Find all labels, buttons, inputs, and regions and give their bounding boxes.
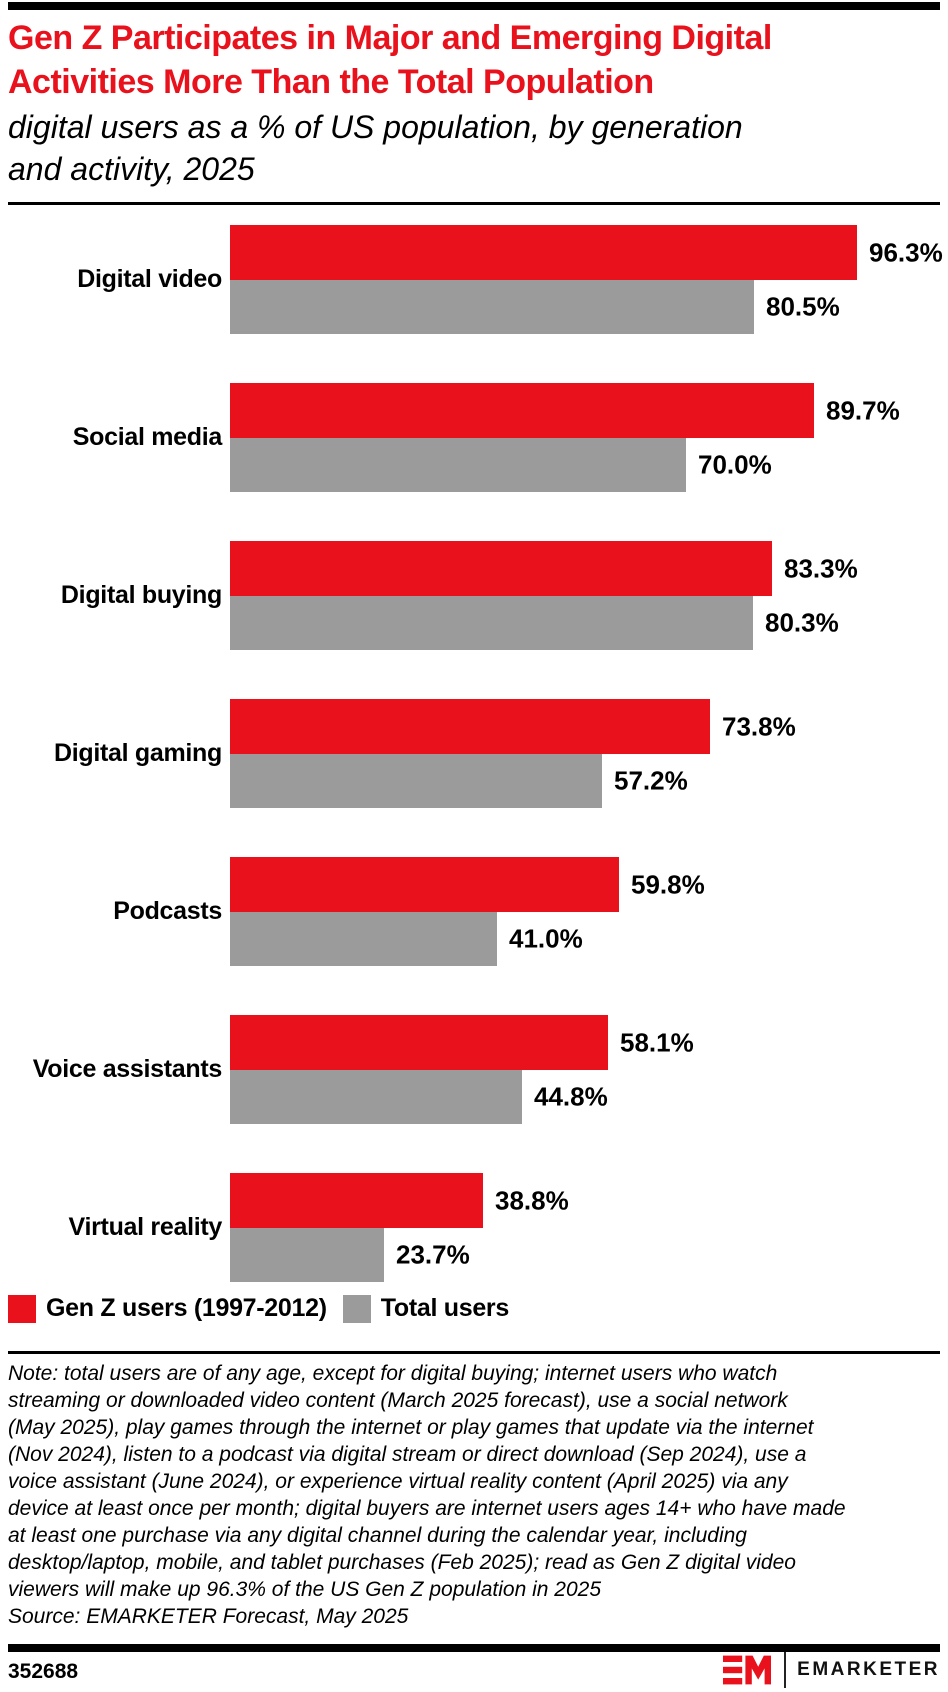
category-label: Podcasts <box>113 897 222 925</box>
subtitle-line-1: digital users as a % of US population, b… <box>8 109 743 145</box>
total-value-label: 80.5% <box>766 291 840 322</box>
brand-name: EMARKETER <box>797 1659 940 1680</box>
chart-row: Digital video 96.3% 80.5% <box>0 225 948 334</box>
logo-divider <box>784 1652 787 1688</box>
note-line: Note: total users are of any age, except… <box>8 1362 778 1385</box>
legend: Gen Z users (1997-2012) Total users <box>8 1294 509 1323</box>
note-line: streaming or downloaded video content (M… <box>8 1389 788 1412</box>
note-line: (Nov 2024), listen to a podcast via digi… <box>8 1443 807 1466</box>
note-line: at least one purchase via any digital ch… <box>8 1524 747 1547</box>
header-divider <box>8 202 940 205</box>
total-bar: 80.5% <box>230 280 840 334</box>
genz-bar: 59.8% <box>230 857 705 912</box>
genz-legend-label: Gen Z users (1997-2012) <box>46 1294 327 1322</box>
genz-bar: 96.3% <box>230 225 943 280</box>
genz-value-label: 89.7% <box>826 395 900 425</box>
bar-pair: 83.3% 80.3% <box>230 541 858 650</box>
bar-pair: 73.8% 57.2% <box>230 699 796 808</box>
genz-value-label: 83.3% <box>784 553 858 583</box>
chart-row: Voice assistants 58.1% 44.8% <box>0 1015 948 1124</box>
total-value-label: 23.7% <box>396 1239 470 1270</box>
subtitle-line-2: and activity, 2025 <box>8 151 255 187</box>
genz-bar: 89.7% <box>230 383 900 438</box>
bar-pair: 96.3% 80.5% <box>230 225 943 334</box>
emarketer-logo: EMARKETER <box>723 1652 940 1688</box>
bar-pair: 59.8% 41.0% <box>230 857 705 966</box>
genz-bar: 58.1% <box>230 1015 694 1070</box>
total-bar: 44.8% <box>230 1070 608 1124</box>
page-title: Gen Z Participates in Major and Emerging… <box>8 16 772 104</box>
top-rule <box>8 2 940 10</box>
note-line: desktop/laptop, mobile, and tablet purch… <box>8 1551 796 1574</box>
footnote: Note: total users are of any age, except… <box>8 1360 846 1630</box>
total-bar: 70.0% <box>230 438 772 492</box>
genz-bar: 38.8% <box>230 1173 569 1228</box>
title-line-2: Activities More Than the Total Populatio… <box>8 63 654 101</box>
note-line: voice assistant (June 2024), or experien… <box>8 1470 788 1493</box>
bar-pair: 38.8% 23.7% <box>230 1173 569 1282</box>
genz-legend-swatch <box>8 1294 36 1323</box>
total-legend-label: Total users <box>380 1294 510 1322</box>
source-line: Source: EMARKETER Forecast, May 2025 <box>8 1605 409 1628</box>
genz-bar: 83.3% <box>230 541 858 596</box>
chart-row: Virtual reality 38.8% 23.7% <box>0 1173 948 1282</box>
chart-id: 352688 <box>8 1660 79 1683</box>
note-line: device at least once per month; digital … <box>8 1497 846 1520</box>
category-label: Digital gaming <box>53 739 222 767</box>
total-value-label: 44.8% <box>534 1081 608 1112</box>
total-bar: 23.7% <box>230 1228 470 1282</box>
total-value-label: 80.3% <box>765 607 839 638</box>
title-line-1: Gen Z Participates in Major and Emerging… <box>8 19 772 57</box>
total-bar: 57.2% <box>230 754 688 808</box>
total-bar: 41.0% <box>230 912 583 966</box>
page-subtitle: digital users as a % of US population, b… <box>8 106 743 190</box>
bar-pair: 89.7% 70.0% <box>230 383 900 492</box>
note-divider <box>8 1351 940 1354</box>
chart-row: Digital gaming 73.8% 57.2% <box>0 699 948 808</box>
chart-row: Social media 89.7% 70.0% <box>0 383 948 492</box>
total-value-label: 57.2% <box>614 765 688 796</box>
category-label: Social media <box>72 423 223 451</box>
total-legend-swatch <box>342 1294 371 1323</box>
bar-chart: Digital video 96.3% 80.5% Social media 8… <box>0 225 948 1282</box>
genz-bar: 73.8% <box>230 699 796 754</box>
genz-value-label: 38.8% <box>495 1185 569 1215</box>
category-label: Voice assistants <box>32 1055 223 1083</box>
note-line: viewers will make up 96.3% of the US Gen… <box>8 1578 601 1601</box>
category-label: Digital video <box>77 265 222 293</box>
emarketer-logo-icon <box>723 1655 772 1685</box>
genz-value-label: 73.8% <box>722 711 796 741</box>
chart-row: Digital buying 83.3% 80.3% <box>0 541 948 650</box>
footer-rule <box>8 1644 940 1652</box>
genz-value-label: 96.3% <box>869 237 943 267</box>
total-bar: 80.3% <box>230 596 839 650</box>
category-label: Digital buying <box>60 581 222 609</box>
genz-value-label: 59.8% <box>631 869 705 899</box>
total-value-label: 41.0% <box>509 923 583 954</box>
genz-value-label: 58.1% <box>620 1027 694 1057</box>
category-label: Virtual reality <box>68 1213 223 1241</box>
chart-row: Podcasts 59.8% 41.0% <box>0 857 948 966</box>
total-value-label: 70.0% <box>698 449 772 480</box>
bar-pair: 58.1% 44.8% <box>230 1015 694 1124</box>
note-line: (May 2025), play games through the inter… <box>8 1416 814 1439</box>
